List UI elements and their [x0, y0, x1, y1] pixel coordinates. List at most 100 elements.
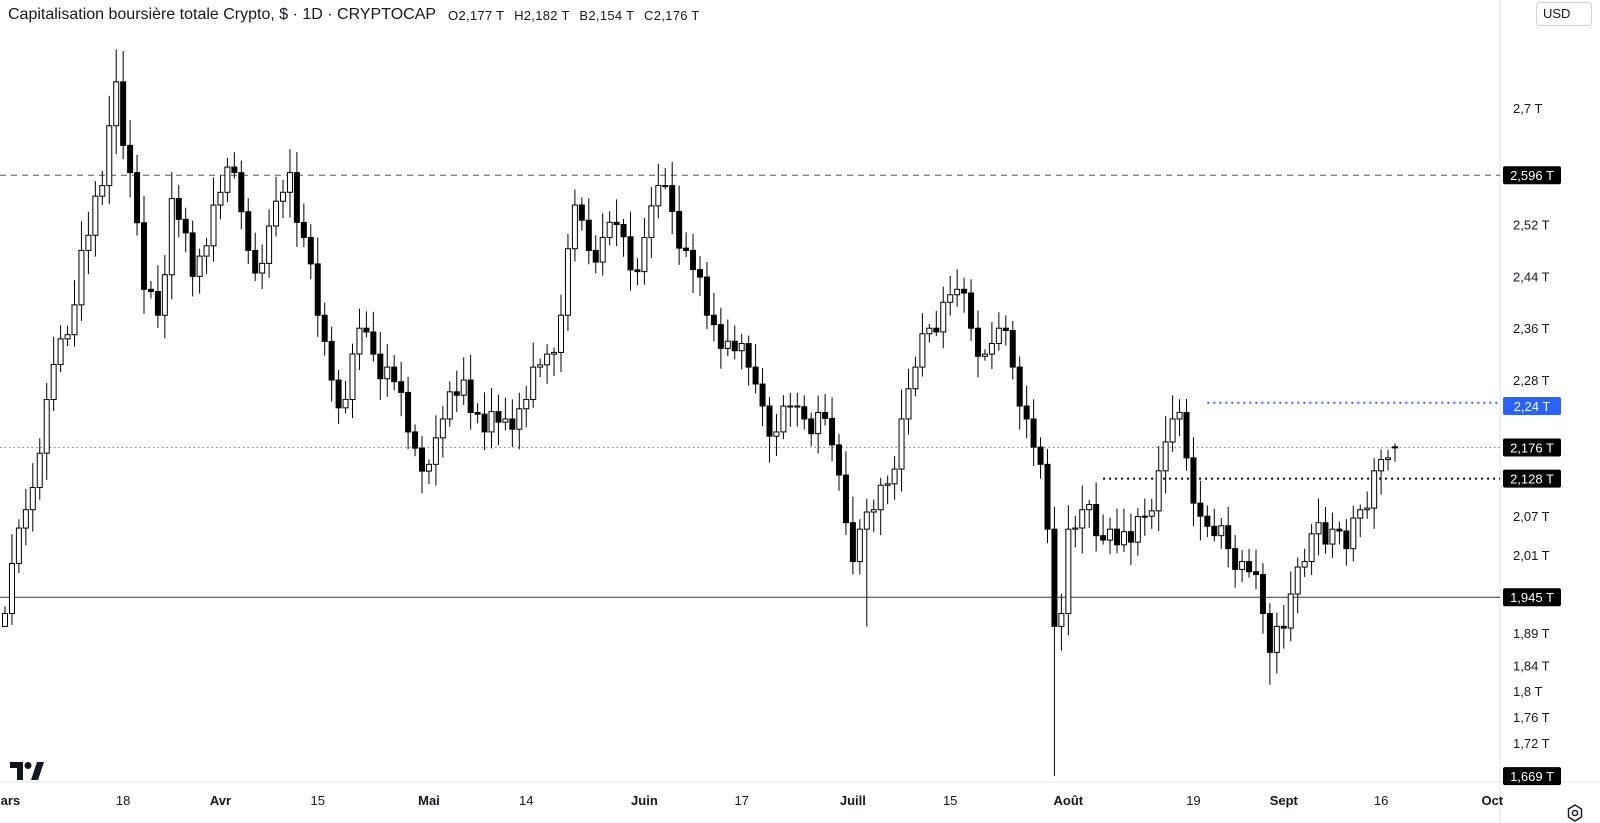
- candle-body: [196, 255, 203, 277]
- candle-body: [488, 411, 495, 433]
- candle-body: [252, 249, 259, 274]
- candle-body: [293, 172, 300, 223]
- candle-body: [968, 292, 975, 329]
- x-tick-label: 18: [116, 793, 130, 808]
- price-tag: [1503, 397, 1561, 415]
- candle-body: [801, 406, 808, 420]
- candle-body: [912, 366, 919, 390]
- y-tick-label: 1,89 T: [1513, 626, 1550, 641]
- candle-body: [273, 200, 280, 227]
- candle-body: [516, 408, 523, 430]
- candle-body: [1065, 528, 1072, 614]
- candle-body: [300, 221, 307, 238]
- candle-body: [564, 248, 571, 316]
- ohlc-values: O2,177 T H2,182 T B2,154 T C2,176 T: [448, 8, 700, 23]
- candle-body: [1294, 566, 1301, 595]
- candle-body: [1148, 510, 1155, 517]
- candle-body: [217, 191, 224, 206]
- x-tick-label: 19: [1186, 793, 1200, 808]
- candle-body: [731, 340, 738, 352]
- candle-body: [1273, 625, 1280, 653]
- candle-body: [15, 527, 22, 564]
- close-value: C2,176 T: [644, 7, 700, 23]
- candle-body: [877, 484, 884, 511]
- candle-body: [1155, 470, 1162, 512]
- x-tick-label: Juin: [631, 793, 658, 808]
- candle-body: [745, 343, 752, 368]
- candle-body: [147, 288, 154, 292]
- candle-body: [1315, 522, 1322, 535]
- candle-body: [425, 463, 432, 472]
- candle-body: [794, 405, 801, 408]
- candle-body: [50, 363, 57, 401]
- candle-body: [1350, 517, 1357, 550]
- x-tick-label: 16: [1374, 793, 1388, 808]
- candle-body: [43, 399, 50, 454]
- tradingview-logo[interactable]: [10, 762, 44, 780]
- candle-body: [988, 342, 995, 355]
- candle-body: [1336, 528, 1343, 532]
- candle-body: [460, 379, 467, 396]
- candle-body: [975, 327, 981, 357]
- candle-body: [57, 338, 64, 365]
- candle-body: [1239, 561, 1246, 570]
- candle-body: [29, 486, 36, 511]
- candle-body: [384, 366, 391, 380]
- candle-body: [1287, 593, 1294, 629]
- candle-body: [662, 185, 669, 188]
- candle-body: [99, 185, 106, 197]
- candle-body: [231, 166, 238, 174]
- candle-body: [752, 366, 759, 385]
- y-tick-label: 2,44 T: [1513, 269, 1550, 284]
- price-tag: [1503, 469, 1561, 488]
- candle-body: [120, 81, 127, 146]
- candle-body: [419, 447, 425, 472]
- candle-body: [1169, 418, 1176, 443]
- candle-body: [919, 333, 926, 368]
- candle-body: [842, 474, 849, 524]
- candle-body: [1392, 446, 1398, 449]
- high-value: H2,182 T: [514, 7, 570, 23]
- candle-body: [1280, 625, 1287, 629]
- price-tag: [1503, 588, 1561, 607]
- candle-body: [328, 340, 335, 381]
- settings-gear-icon[interactable]: [1566, 804, 1584, 822]
- candle-body: [2, 612, 8, 627]
- candle-body: [669, 185, 676, 213]
- candle-body: [474, 412, 481, 415]
- candle-body: [439, 418, 446, 439]
- candle-body: [898, 418, 905, 470]
- candle-body: [1301, 561, 1308, 568]
- candle-body: [481, 413, 488, 433]
- x-tick-label: Avr: [210, 793, 231, 808]
- candle-body: [1009, 330, 1016, 368]
- price-tag: [1503, 166, 1561, 185]
- price-axis: 2,7 T 2,52 T 2,44 T 2,36 T 2,28 T 2,07 T 2,01 …: [1513, 101, 1550, 751]
- candle-body: [391, 366, 398, 383]
- time-axis: Mars 18 Avr 15 Mai 14 Juin 17 Juill 15 Août 19 Sept 1…: [0, 793, 1504, 808]
- candle-body: [530, 366, 537, 401]
- currency-selector[interactable]: USD: [1536, 2, 1592, 26]
- candle-body: [808, 418, 815, 435]
- x-tick-label: Juill: [840, 793, 866, 808]
- candle-body: [1266, 612, 1273, 653]
- candle-body: [1225, 525, 1232, 550]
- candle-body: [648, 205, 655, 238]
- candle-body: [71, 304, 78, 336]
- candle-body: [961, 288, 968, 294]
- candle-body: [1044, 463, 1051, 530]
- candle-body: [523, 399, 530, 410]
- candle-body: [64, 334, 71, 340]
- candle-body: [690, 249, 697, 271]
- candle-body: [655, 185, 662, 207]
- candle-body: [1176, 411, 1183, 420]
- candle-body: [544, 353, 551, 366]
- candle-body: [926, 327, 933, 335]
- candle-body: [585, 219, 592, 251]
- candle-body: [905, 388, 912, 420]
- x-tick-label: 15: [943, 793, 957, 808]
- candle-body: [363, 327, 370, 333]
- open-value: O2,177 T: [448, 7, 505, 23]
